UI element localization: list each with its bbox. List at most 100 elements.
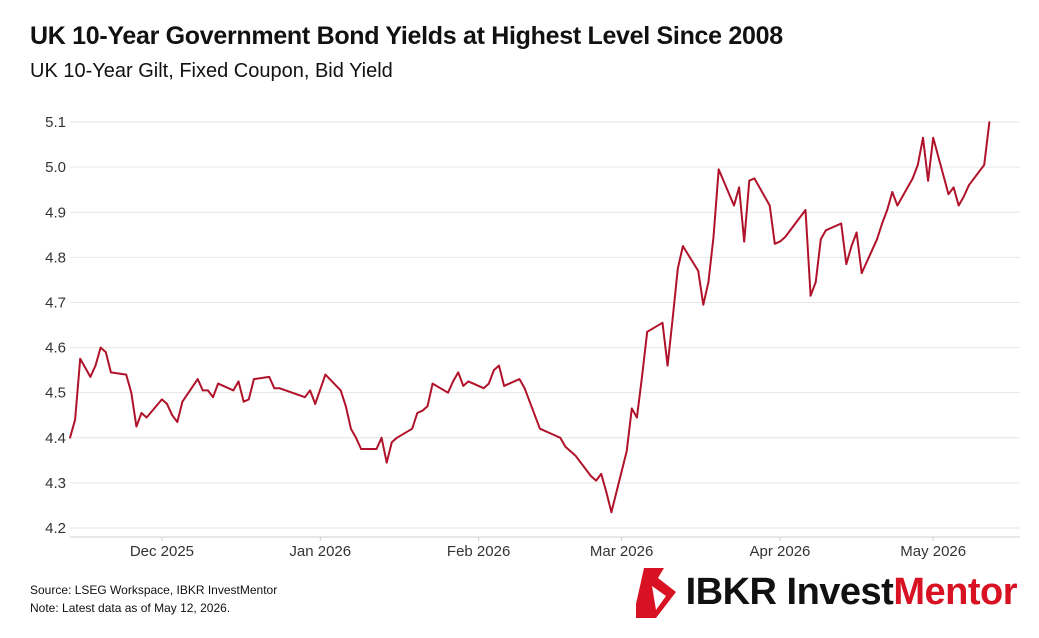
- data-point: [304, 396, 306, 399]
- data-point: [176, 421, 179, 423]
- x-tick-label: Mar 2026: [590, 543, 653, 560]
- data-point: [467, 380, 470, 383]
- data-point: [932, 136, 935, 139]
- data-point: [773, 242, 776, 245]
- y-tick-label: 4.6: [45, 340, 66, 357]
- data-point: [636, 416, 638, 419]
- data-point: [666, 364, 669, 367]
- brand-logo: IBKR InvestMentor: [634, 566, 1017, 618]
- data-note: Note: Latest data as of May 12, 2026.: [30, 601, 231, 615]
- data-point: [947, 193, 950, 196]
- data-point: [457, 371, 460, 374]
- data-point: [554, 434, 557, 437]
- data-point: [79, 357, 82, 360]
- data-point: [922, 136, 924, 139]
- data-point: [503, 385, 506, 387]
- data-point: [324, 373, 327, 376]
- y-tick-label: 5.0: [45, 159, 66, 176]
- brand-name: IBKR InvestMentor: [686, 570, 1018, 614]
- data-point: [201, 389, 204, 392]
- data-point: [350, 427, 352, 430]
- data-point: [217, 382, 220, 385]
- data-point: [462, 385, 465, 387]
- data-point: [646, 330, 649, 333]
- data-point: [171, 414, 174, 417]
- data-point: [630, 407, 633, 410]
- data-point: [753, 177, 756, 180]
- data-point: [314, 403, 317, 405]
- series-line-uk-10y-gilt-yield: [69, 121, 991, 514]
- data-point: [891, 191, 894, 193]
- data-point: [559, 436, 562, 439]
- data-point: [707, 281, 710, 284]
- data-point: [600, 472, 603, 475]
- data-point: [840, 222, 843, 225]
- data-point: [625, 450, 628, 453]
- data-point: [416, 412, 419, 414]
- data-point: [574, 454, 577, 457]
- data-point: [916, 163, 919, 166]
- data-point: [426, 405, 429, 408]
- data-point: [845, 263, 848, 266]
- data-point: [252, 378, 255, 381]
- data-point: [743, 240, 746, 243]
- data-point: [232, 389, 235, 392]
- data-point: [819, 238, 822, 241]
- data-point: [881, 222, 883, 225]
- data-point: [375, 448, 378, 450]
- data-point: [804, 209, 807, 211]
- data-point: [814, 281, 817, 284]
- y-tick-label: 4.2: [45, 520, 66, 537]
- data-point: [109, 371, 112, 374]
- data-point: [962, 195, 965, 198]
- data-point: [676, 267, 679, 270]
- y-axis-ticks: 4.2 4.3 4.4 4.5 4.6 4.7 4.8 4.9 5.0 5.1: [45, 114, 66, 537]
- data-point: [355, 436, 357, 439]
- data-point: [237, 380, 240, 383]
- data-point: [104, 351, 107, 353]
- x-tick-label: Feb 2026: [447, 543, 510, 560]
- data-point: [145, 416, 148, 419]
- y-tick-label: 4.3: [45, 475, 66, 492]
- data-point: [395, 436, 398, 439]
- data-point: [610, 511, 613, 514]
- data-point: [952, 186, 955, 189]
- y-tick-label: 4.4: [45, 430, 66, 447]
- data-point: [768, 204, 771, 207]
- data-point: [533, 414, 536, 417]
- y-tick-label: 4.9: [45, 204, 66, 221]
- chart-subtitle: UK 10-Year Gilt, Fixed Coupon, Bid Yield: [30, 60, 393, 82]
- data-point: [309, 389, 311, 392]
- data-point: [518, 378, 521, 381]
- data-point: [779, 240, 781, 243]
- data-point: [702, 303, 705, 306]
- y-tick-label: 4.8: [45, 249, 66, 266]
- x-tick-label: Dec 2025: [130, 543, 194, 560]
- data-point: [344, 405, 347, 408]
- ibkr-logo-icon: [635, 568, 676, 618]
- data-point: [968, 184, 970, 187]
- data-point: [390, 441, 393, 444]
- data-point: [564, 445, 567, 448]
- data-point: [181, 400, 184, 403]
- data-point: [487, 382, 490, 385]
- data-point: [957, 204, 960, 207]
- data-point: [717, 168, 720, 171]
- data-point: [983, 163, 986, 166]
- data-point: [247, 398, 250, 401]
- data-point: [339, 389, 342, 392]
- data-point: [493, 369, 495, 372]
- data-point: [911, 177, 914, 180]
- x-axis-ticks: Dec 2025 Jan 2026 Feb 2026 Mar 2026 Apr 2026…: [130, 537, 966, 560]
- data-point: [431, 382, 434, 385]
- data-point: [140, 412, 143, 414]
- chart-title: UK 10-Year Government Bond Yields at Hig…: [30, 22, 783, 50]
- brand-name-part2: Mentor: [893, 570, 1017, 613]
- x-tick-label: May 2026: [900, 543, 966, 560]
- data-point: [661, 321, 664, 324]
- data-point: [927, 179, 929, 182]
- data-point: [682, 245, 684, 247]
- data-point: [196, 378, 199, 381]
- data-point: [538, 427, 541, 430]
- series-group: [69, 121, 991, 514]
